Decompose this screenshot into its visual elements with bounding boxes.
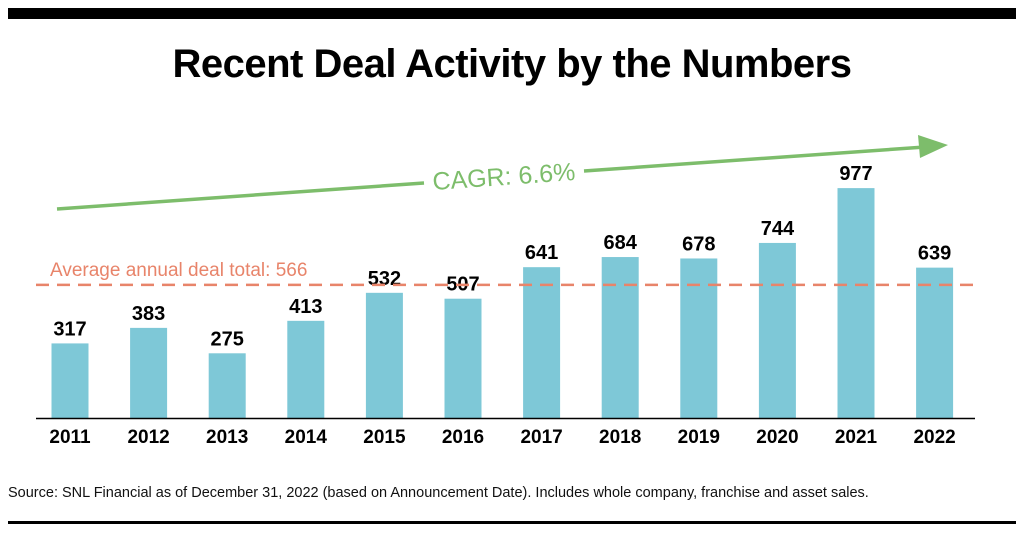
- x-tick-2013: 2013: [206, 427, 248, 448]
- value-label-2022: 639: [918, 243, 951, 265]
- cagr-arrow: [56, 135, 948, 211]
- source-note: Source: SNL Financial as of December 31,…: [8, 485, 869, 501]
- bar-2014: [287, 320, 325, 418]
- bar-2011: [51, 343, 89, 418]
- bar-2013: [208, 353, 246, 418]
- x-tick-2022: 2022: [913, 427, 955, 448]
- bar-2016: [444, 298, 482, 418]
- bar-2017: [523, 267, 561, 418]
- value-label-2012: 383: [132, 303, 165, 325]
- x-tick-2019: 2019: [678, 427, 720, 448]
- x-tick-2015: 2015: [363, 427, 406, 448]
- x-tick-2018: 2018: [599, 427, 641, 448]
- value-label-2013: 275: [211, 328, 244, 350]
- cagr-arrow-segment-right: [583, 145, 926, 173]
- bars-group: [51, 188, 954, 418]
- chart-title: Recent Deal Activity by the Numbers: [172, 42, 852, 86]
- average-label: Average annual deal total: 566: [50, 260, 307, 281]
- value-label-2015: 532: [368, 268, 401, 290]
- x-tick-labels-group: 2011 2012 2013 2014 2015 2016 2017 2018 2019 2020…: [49, 427, 955, 448]
- cagr-label: CAGR: 6.6%: [432, 158, 577, 196]
- top-rule: [8, 8, 1016, 19]
- x-tick-2011: 2011: [49, 427, 91, 448]
- bar-2021: [837, 188, 875, 418]
- bar-2012: [130, 327, 168, 418]
- bottom-rule: [8, 521, 1016, 524]
- x-tick-2016: 2016: [442, 427, 484, 448]
- x-tick-2014: 2014: [285, 427, 328, 448]
- x-tick-2012: 2012: [127, 427, 169, 448]
- value-label-2018: 684: [604, 232, 638, 254]
- x-tick-2021: 2021: [835, 427, 878, 448]
- x-tick-2020: 2020: [756, 427, 798, 448]
- value-label-2021: 977: [839, 163, 872, 185]
- bar-2020: [758, 242, 796, 418]
- value-label-2020: 744: [761, 218, 795, 240]
- value-label-2019: 678: [682, 233, 715, 255]
- bar-2019: [680, 258, 718, 418]
- bar-2022: [916, 267, 954, 418]
- cagr-arrowhead: [918, 135, 948, 158]
- x-tick-2017: 2017: [520, 427, 562, 448]
- bar-2018: [601, 257, 639, 418]
- bar-2015: [365, 292, 403, 418]
- cagr-arrow-segment-left: [56, 181, 425, 211]
- value-label-2011: 317: [53, 318, 86, 340]
- value-label-2014: 413: [289, 296, 322, 318]
- value-label-2017: 641: [525, 242, 558, 264]
